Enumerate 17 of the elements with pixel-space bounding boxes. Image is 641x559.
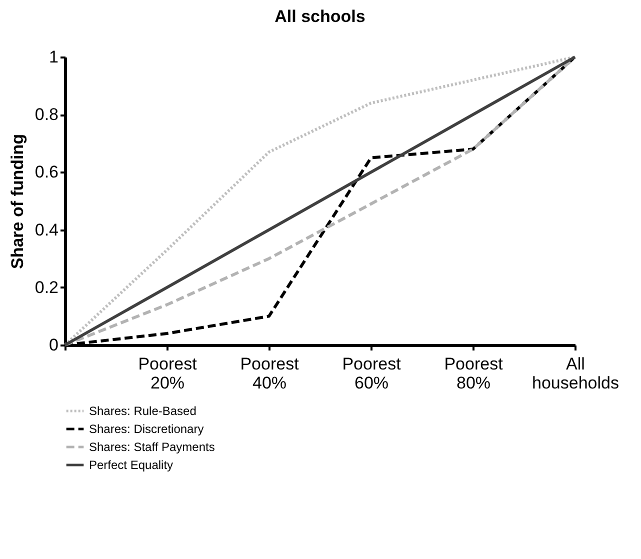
chart-title: All schools — [274, 7, 366, 26]
y-tick-label: 1 — [49, 48, 58, 66]
x-tick-label: Poorest 40% — [240, 354, 300, 392]
y-tick-label: 0.8 — [34, 105, 58, 124]
legend-label: Shares: Discretionary — [89, 422, 204, 436]
x-tick-label: Poorest 20% — [138, 354, 198, 392]
y-tick-label: 0 — [49, 336, 58, 354]
y-tick-label: 0.6 — [34, 162, 58, 182]
legend-label: Shares: Rule-Based — [89, 404, 196, 418]
legend-label: Perfect Equality — [89, 458, 174, 472]
legend-label: Shares: Staff Payments — [89, 440, 215, 454]
y-tick-label: 0.4 — [34, 220, 58, 240]
x-tick-label: Poorest 60% — [342, 354, 402, 392]
x-tick-label: Poorest 80% — [444, 354, 504, 392]
y-tick-label: 0.2 — [34, 278, 58, 297]
x-tick-label: All households — [532, 354, 619, 392]
y-axis-title: Share of funding — [8, 134, 27, 270]
